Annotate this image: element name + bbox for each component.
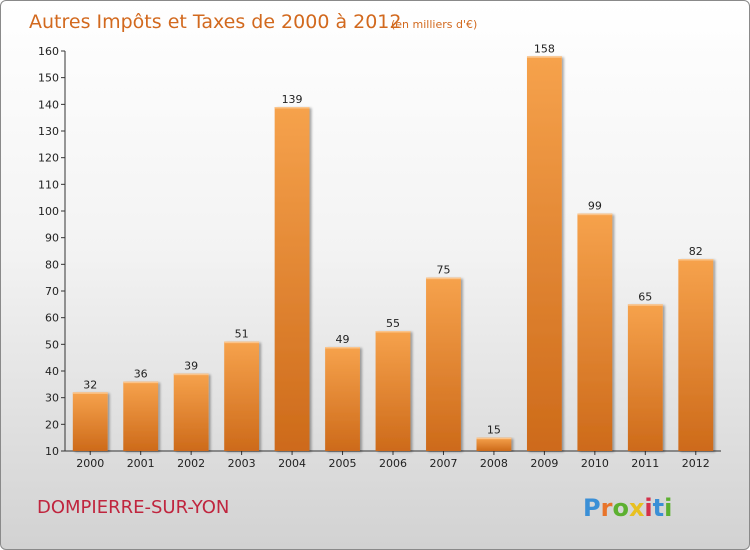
y-tick-label: 70	[45, 285, 59, 298]
bar-highlight	[627, 304, 663, 306]
bar-2002	[173, 373, 209, 451]
y-tick-label: 130	[38, 125, 59, 138]
y-tick-label: 20	[45, 418, 59, 431]
town-name: DOMPIERRE-SUR-YON	[37, 497, 229, 518]
data-label: 36	[134, 368, 148, 381]
y-tick-label: 30	[45, 392, 59, 405]
bar-2006	[375, 331, 411, 451]
bar-highlight	[72, 392, 108, 394]
data-label: 15	[487, 424, 501, 437]
y-tick-label: 100	[38, 205, 59, 218]
bar-highlight	[173, 373, 209, 376]
bar-highlight	[577, 213, 613, 216]
bar-2010	[577, 213, 613, 451]
x-tick-label: 2010	[581, 457, 609, 470]
data-label: 82	[689, 245, 703, 258]
data-label: 49	[336, 333, 350, 346]
bar-highlight	[526, 56, 562, 58]
data-label: 39	[184, 360, 198, 373]
x-tick-label: 2002	[177, 457, 205, 470]
bar-2007	[426, 277, 461, 451]
bar-highlight	[375, 331, 411, 333]
data-label: 75	[436, 264, 450, 277]
bar-2011	[627, 304, 663, 451]
y-tick-label: 120	[38, 152, 59, 165]
bar-highlight	[426, 277, 461, 280]
y-tick-label: 150	[38, 72, 59, 85]
bar-highlight	[224, 341, 260, 344]
y-tick-label: 160	[38, 45, 59, 58]
bar-2012	[678, 259, 714, 451]
bar-2003	[224, 341, 260, 451]
data-label: 99	[588, 200, 602, 213]
x-tick-label: 2005	[329, 457, 357, 470]
y-tick-label: 60	[45, 312, 59, 325]
y-tick-label: 40	[45, 365, 59, 378]
bar-2008	[476, 437, 512, 451]
y-tick-label: 50	[45, 338, 59, 351]
x-tick-label: 2004	[278, 457, 306, 470]
x-tick-label: 2011	[631, 457, 659, 470]
y-tick-label: 80	[45, 258, 59, 271]
bar-2004	[274, 107, 310, 451]
x-tick-label: 2009	[530, 457, 558, 470]
bar-2000	[72, 392, 108, 451]
bar-highlight	[123, 381, 159, 384]
bars: 32 36 39 51 139 49 55 75 15 158 99 65 82	[72, 42, 714, 451]
bar-2009	[526, 56, 562, 451]
bar-highlight	[678, 259, 714, 261]
data-label: 55	[386, 317, 400, 330]
bar-2005	[325, 347, 360, 451]
x-tick-label: 2001	[127, 457, 155, 470]
y-tick-label: 10	[45, 445, 59, 458]
bar-highlight	[274, 107, 310, 109]
data-label: 65	[638, 290, 652, 303]
x-tick-label: 2003	[228, 457, 256, 470]
axes: 10 20 30 40 50 60 70 80 90 100 110 120 130 140 150 160 2…	[38, 45, 721, 470]
bar-2001	[123, 381, 159, 451]
x-tick-label: 2007	[429, 457, 457, 470]
x-tick-label: 2008	[480, 457, 508, 470]
x-tick-label: 2000	[76, 457, 104, 470]
data-label: 32	[83, 378, 97, 391]
y-tick-label: 140	[38, 98, 59, 111]
proxiti-logo: Proxiti	[583, 494, 672, 522]
x-tick-label: 2006	[379, 457, 407, 470]
chart-title: Autres Impôts et Taxes de 2000 à 2012	[29, 11, 402, 33]
data-label: 139	[282, 93, 303, 106]
bar-highlight	[325, 347, 360, 349]
chart-subtitle: (en milliers d'€)	[391, 18, 477, 31]
bar-highlight	[476, 437, 512, 440]
y-tick-label: 110	[38, 178, 59, 191]
data-label: 51	[235, 328, 249, 341]
y-tick-label: 90	[45, 232, 59, 245]
x-tick-label: 2012	[682, 457, 710, 470]
data-label: 158	[534, 42, 555, 55]
